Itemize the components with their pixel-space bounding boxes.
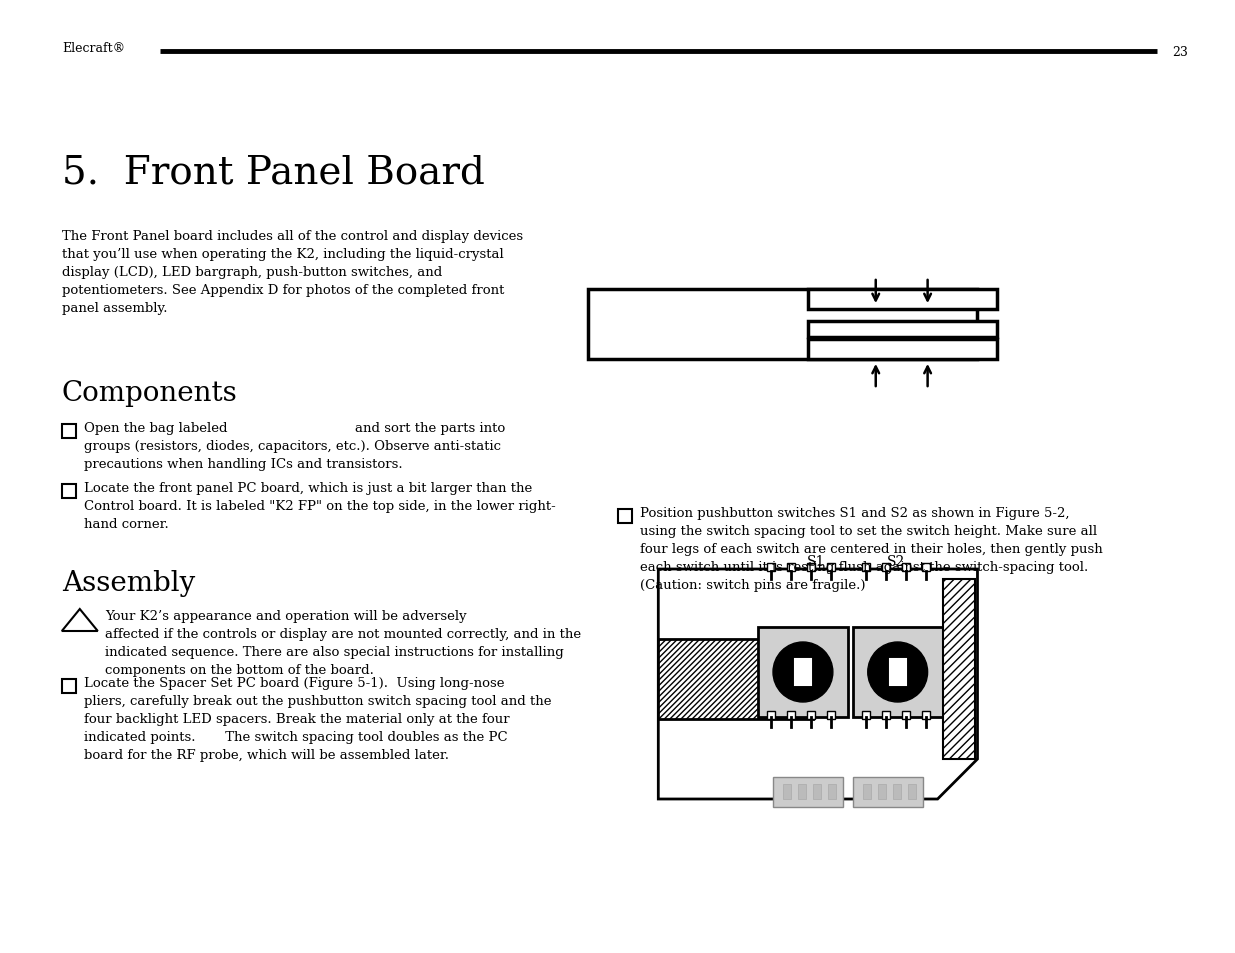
Bar xyxy=(853,778,923,807)
Bar xyxy=(658,639,813,720)
Circle shape xyxy=(868,642,927,702)
Bar xyxy=(773,778,842,807)
Bar xyxy=(808,322,998,337)
Text: Elecraft®: Elecraft® xyxy=(62,42,125,55)
Bar xyxy=(862,563,869,572)
Polygon shape xyxy=(62,609,98,631)
Bar xyxy=(787,563,795,572)
Bar xyxy=(902,563,910,572)
Bar xyxy=(758,627,847,718)
Text: Locate the front panel PC board, which is just a bit larger than the
Control boa: Locate the front panel PC board, which i… xyxy=(84,481,556,531)
Bar xyxy=(62,424,75,438)
Text: Assembly: Assembly xyxy=(62,569,195,597)
Bar xyxy=(619,510,632,523)
Bar xyxy=(862,711,869,720)
Text: Locate the Spacer Set PC board (Figure 5-1).  Using long-nose
pliers, carefully : Locate the Spacer Set PC board (Figure 5… xyxy=(84,677,551,761)
Text: 5.  Front Panel Board: 5. Front Panel Board xyxy=(62,154,484,192)
Bar xyxy=(882,711,889,720)
Bar xyxy=(62,484,75,498)
Bar xyxy=(783,784,790,800)
Bar xyxy=(882,563,889,572)
Bar xyxy=(921,563,930,572)
Bar xyxy=(878,784,885,800)
Text: Your K2’s appearance and operation will be adversely
affected if the controls or: Your K2’s appearance and operation will … xyxy=(105,609,580,677)
Bar xyxy=(893,784,900,800)
Bar xyxy=(908,784,915,800)
Bar xyxy=(902,711,910,720)
Bar xyxy=(827,784,836,800)
Text: S2: S2 xyxy=(887,555,905,568)
Bar xyxy=(827,711,835,720)
Bar xyxy=(767,563,776,572)
Bar xyxy=(589,290,977,359)
Bar xyxy=(806,563,815,572)
Bar xyxy=(808,290,998,310)
Text: 23: 23 xyxy=(1172,46,1188,58)
Bar xyxy=(787,711,795,720)
Bar xyxy=(863,784,871,800)
Bar xyxy=(62,679,75,693)
Bar xyxy=(767,711,776,720)
Bar xyxy=(853,627,942,718)
Bar xyxy=(921,711,930,720)
Bar xyxy=(808,339,998,359)
Bar xyxy=(806,711,815,720)
Bar xyxy=(795,659,811,685)
Circle shape xyxy=(773,642,832,702)
Bar xyxy=(889,659,905,685)
Text: The Front Panel board includes all of the control and display devices
that you’l: The Front Panel board includes all of th… xyxy=(62,230,522,314)
Text: Open the bag labeled                              and sort the parts into
groups: Open the bag labeled and sort the parts … xyxy=(84,421,505,471)
Bar xyxy=(813,784,821,800)
Bar xyxy=(798,784,806,800)
Text: S1: S1 xyxy=(806,555,825,568)
Polygon shape xyxy=(658,569,977,800)
Polygon shape xyxy=(942,579,976,760)
Text: Components: Components xyxy=(62,379,237,407)
Bar xyxy=(827,563,835,572)
Text: Position pushbutton switches S1 and S2 as shown in Figure 5-2,
using the switch : Position pushbutton switches S1 and S2 a… xyxy=(641,506,1103,592)
